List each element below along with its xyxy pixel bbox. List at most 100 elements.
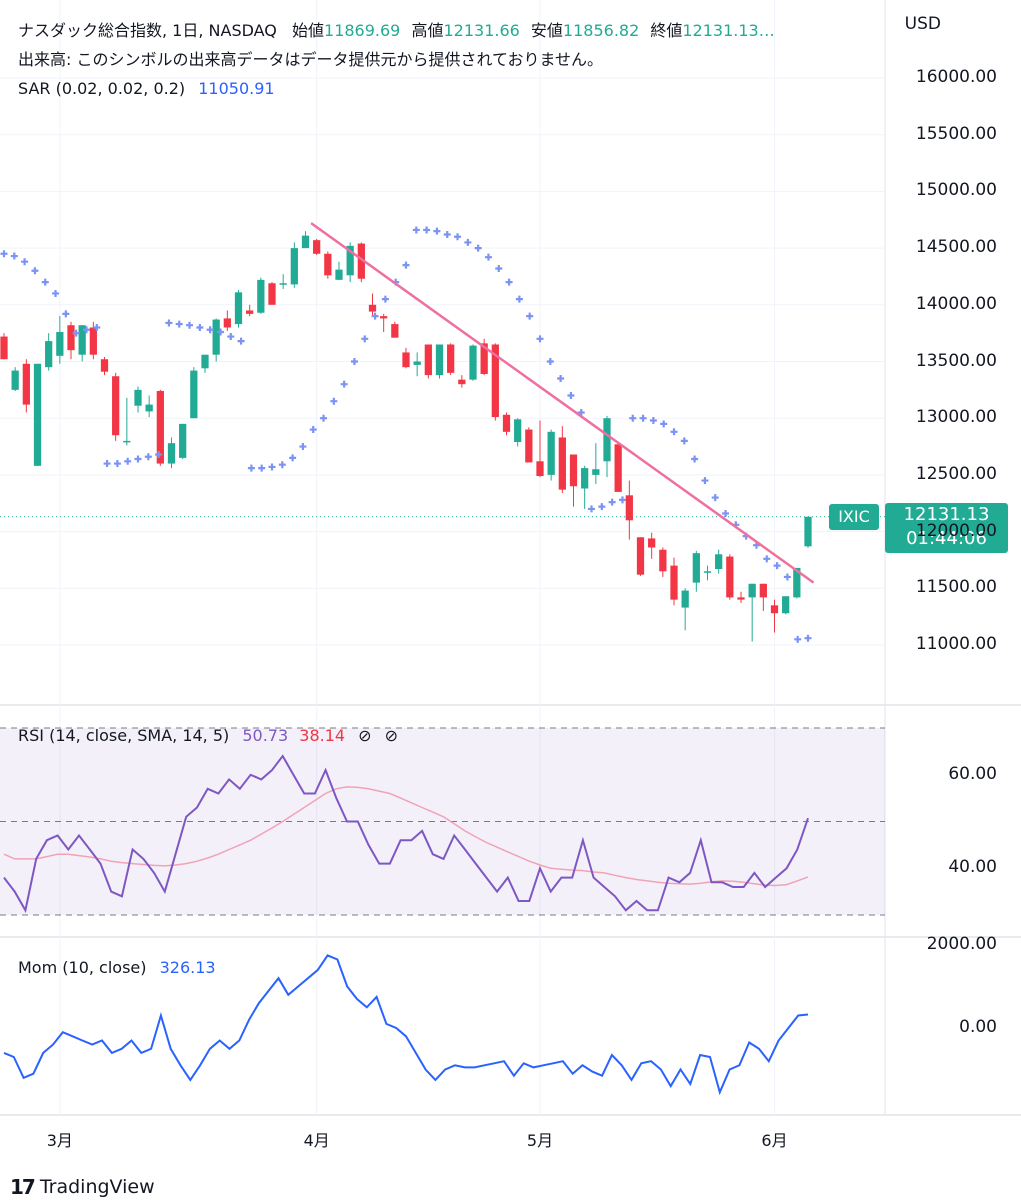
tradingview-logo[interactable]: 17 TradingView	[10, 1175, 155, 1199]
sar-point	[320, 414, 328, 422]
low-value: 11856.82	[562, 21, 640, 40]
rsi-label: RSI (14, close, SMA, 14, 5)	[18, 726, 230, 745]
sar-point	[443, 230, 451, 238]
x-tick-label: 6月	[761, 1131, 788, 1150]
sar-point	[206, 326, 214, 334]
high-label: 高値	[411, 21, 444, 40]
mom-y-tick-label: 0.00	[959, 1017, 997, 1037]
sar-point	[93, 323, 101, 331]
candle-body	[782, 596, 790, 614]
bar-countdown: 01:44:06	[906, 528, 987, 549]
candle-body	[11, 370, 19, 390]
rsi-sma-line	[3, 786, 809, 887]
sar-point	[124, 457, 132, 465]
candle-body	[279, 283, 287, 285]
sar-point	[350, 358, 358, 365]
sar-point	[649, 416, 657, 424]
candle-body	[648, 538, 656, 548]
candle-body	[56, 332, 64, 356]
candle-body	[525, 429, 533, 463]
candle-body	[424, 344, 432, 376]
rsi-value: 50.73	[242, 726, 289, 745]
candle-body	[391, 324, 399, 338]
trend-line	[310, 222, 815, 584]
sar-point	[639, 414, 647, 422]
mom-legend[interactable]: Mom (10, close) 326.13	[18, 958, 216, 978]
sar-point	[412, 226, 420, 234]
candle-body	[246, 310, 254, 314]
candle-body	[670, 565, 678, 600]
candle-body	[569, 454, 578, 487]
candle-body	[22, 363, 30, 405]
candle-body	[458, 379, 466, 385]
sar-point	[361, 335, 369, 343]
candle-body	[167, 443, 176, 464]
sar-point	[144, 453, 152, 461]
candle-body	[234, 292, 243, 325]
sar-point	[618, 496, 626, 504]
sar-point	[804, 634, 812, 642]
sar-legend[interactable]: SAR (0.02, 0.02, 0.2) 11050.91	[18, 79, 275, 99]
candle-body	[480, 343, 488, 374]
sar-point	[186, 321, 194, 329]
symbol-price-tag: IXIC	[829, 504, 879, 530]
candle-body	[547, 431, 555, 475]
sar-point	[268, 463, 276, 471]
x-tick-label: 4月	[303, 1131, 330, 1150]
sar-point	[567, 392, 575, 400]
candle-body	[357, 243, 365, 279]
sar-point	[21, 258, 29, 266]
sar-point	[103, 460, 111, 468]
last-price-tag: 12131.13 01:44:06	[885, 503, 1008, 553]
candle-body	[491, 344, 499, 418]
sar-point	[526, 312, 534, 320]
candle-body	[335, 269, 343, 280]
candle-body	[45, 341, 53, 368]
high-value: 12131.66	[443, 21, 520, 40]
candle-body	[502, 414, 511, 432]
sar-point	[227, 333, 235, 341]
candle-body	[67, 325, 75, 351]
rsi-extra-2: ⊘	[384, 726, 399, 745]
candle-body	[603, 418, 611, 462]
candle-body	[190, 370, 198, 419]
y-tick-label: 14000.00	[915, 293, 997, 314]
y-tick-label: 14500.00	[915, 237, 997, 258]
candle-body	[268, 283, 276, 305]
candle-body	[581, 468, 589, 489]
candle-body	[413, 361, 421, 365]
sar-point	[763, 555, 771, 563]
candle-body	[346, 245, 354, 276]
candle-body	[380, 316, 388, 319]
sar-point	[0, 250, 8, 258]
low-label: 安値	[530, 21, 563, 40]
x-tick-label: 5月	[526, 1131, 554, 1150]
candle-body	[134, 389, 142, 406]
sar-point	[41, 278, 49, 286]
momentum-line	[3, 954, 809, 1096]
candle-body	[402, 352, 410, 368]
candle-body	[313, 240, 321, 254]
candle-body	[726, 556, 734, 598]
candle-body	[614, 444, 622, 492]
rsi-extra-1: ⊘	[358, 726, 372, 745]
sar-point	[62, 310, 70, 318]
close-label: 終値	[650, 21, 683, 40]
sar-point	[113, 460, 121, 468]
candle-body	[692, 553, 700, 583]
mom-value: 326.13	[159, 958, 216, 977]
sar-point	[52, 289, 60, 297]
rsi-legend[interactable]: RSI (14, close, SMA, 14, 5) 50.73 38.14 …	[18, 726, 398, 746]
sar-point	[794, 635, 802, 643]
rsi-y-tick-label: 40.00	[948, 857, 997, 878]
candle-body	[447, 344, 455, 373]
candle-body	[257, 279, 265, 313]
candle-body	[223, 318, 231, 328]
sar-label: SAR (0.02, 0.02, 0.2)	[18, 79, 186, 98]
currency-label[interactable]: USD	[904, 14, 941, 34]
sar-point	[474, 244, 482, 252]
header-legend: ナスダック総合指数, 1日, NASDAQ 始値11869.69 高値12131…	[18, 21, 775, 41]
candle-body	[715, 554, 723, 570]
x-tick-label: 3月	[46, 1131, 73, 1150]
